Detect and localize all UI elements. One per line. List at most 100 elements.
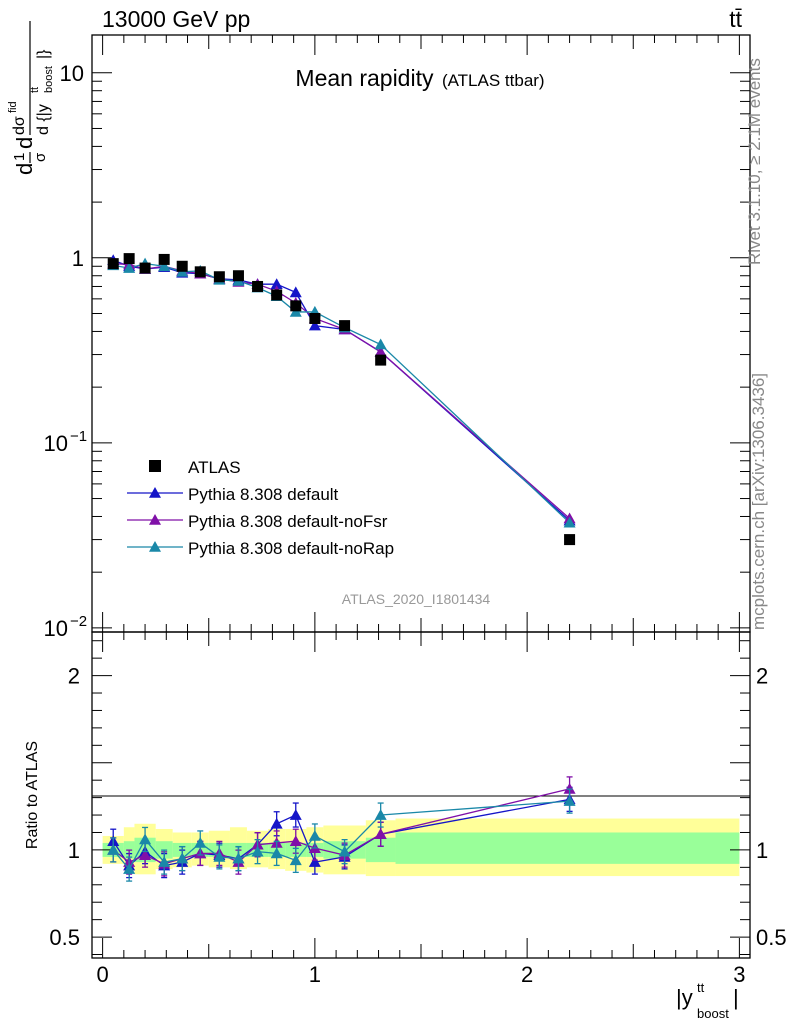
legend-marker (149, 487, 161, 498)
legend-marker (149, 541, 161, 552)
data-point (194, 266, 206, 278)
main-series-line (112, 259, 571, 522)
main-series-point (158, 260, 171, 272)
side-label-rivet: Rivet 3.1.10, ≥ 2.1M events (745, 58, 764, 265)
legend-label: ATLAS (188, 458, 241, 477)
main-y-tick-label: 10 (44, 616, 68, 641)
title-sub: (ATLAS ttbar) (442, 71, 545, 90)
main-ylabel-boost: boost (43, 66, 55, 93)
ratio-y-tick-label-right: 2 (756, 664, 768, 689)
xlabel-tt: tt (697, 980, 705, 995)
ratio-series-point (251, 845, 264, 857)
main-ylabel-tt: tt (29, 87, 41, 93)
main-y-tick-exponent: −2 (70, 613, 87, 630)
data-point (339, 320, 351, 332)
plot-title: Mean rapidity (ATLAS ttbar) (295, 65, 544, 91)
ratio-y-tick-label: 1 (68, 838, 80, 863)
main-ylabel-numerator: dσ (11, 116, 28, 135)
ratio-series-point (289, 854, 302, 866)
main-y-tick-label: 1 (72, 246, 84, 271)
legend-label: Pythia 8.308 default-noFsr (188, 512, 388, 531)
main-y-tick-label: 10 (44, 431, 68, 456)
main-series-point (563, 516, 576, 528)
data-point (232, 270, 244, 282)
legend-label: Pythia 8.308 default-noRap (188, 539, 394, 558)
ratio-series-point (139, 849, 152, 860)
main-ylabel-close: |} (35, 49, 52, 59)
ratio-series-point (107, 843, 120, 855)
band-inner-bin (395, 832, 740, 864)
x-tick-label: 1 (309, 962, 321, 987)
data-point (564, 534, 576, 546)
legend-marker (149, 514, 161, 525)
main-series-line (113, 262, 571, 524)
ratio-series-point (563, 782, 576, 794)
main-ylabel-prefix: d (12, 163, 37, 175)
main-ylabel-fid: fid (7, 101, 19, 113)
ratio-series (107, 776, 576, 882)
main-ylabel-sigma: σ (32, 152, 49, 162)
data-point (271, 289, 283, 301)
header-left: 13000 GeV pp (102, 6, 250, 32)
legend-marker-data (149, 460, 161, 472)
data-point (107, 258, 119, 270)
ratio-y-tick-label: 0.5 (49, 925, 80, 950)
main-series-point (308, 319, 321, 331)
xlabel-boost: boost (697, 1006, 729, 1021)
legend: ATLAS Pythia 8.308 default Pythia 8.308 de… (127, 458, 394, 558)
ratio-series-point (374, 828, 387, 840)
ratio-series-point (308, 829, 321, 841)
x-tick-label: 0 (96, 962, 108, 987)
ratio-series-point (139, 833, 152, 845)
main-ylabel-denominator: d {|y (35, 104, 52, 135)
ratio-series-point (123, 863, 136, 874)
ratio-y-tick-label-right: 1 (756, 838, 768, 863)
x-axis-label: |y tt boost | (676, 980, 739, 1021)
ratio-series-point (270, 847, 283, 859)
main-y-tick-exponent: −1 (70, 428, 87, 445)
main-y-axis-label: d 1 σ d dσ fid d {|y tt boost |} (7, 21, 55, 175)
main-series-point (374, 345, 387, 357)
main-ylabel-one: 1 (11, 153, 28, 161)
main-series-point (270, 278, 283, 290)
ratio-series-point (176, 852, 189, 864)
data-point (213, 271, 225, 283)
x-tick-label: 3 (733, 962, 745, 987)
main-y-tick-label: 10 (60, 61, 84, 86)
ratio-series-point (374, 809, 387, 820)
data-point (290, 300, 302, 312)
main-series (107, 253, 576, 546)
ratio-y-tick-label-right: 0.5 (756, 925, 786, 950)
data-point (123, 253, 135, 265)
ratio-series-point (563, 795, 576, 806)
ratio-y-tick-label: 2 (68, 664, 80, 689)
ratio-y-axis-label: Ratio to ATLAS (24, 741, 41, 849)
main-series-line (113, 262, 571, 519)
ratio-series-point (158, 856, 171, 867)
ratio-panel-frame (91, 631, 751, 959)
ratio-series-point (289, 835, 302, 846)
legend-label: Pythia 8.308 default (188, 485, 339, 504)
ratio-series-point (270, 817, 283, 829)
ratio-series-point (289, 809, 302, 820)
ratio-series-point (232, 852, 245, 864)
data-point (158, 253, 170, 265)
xlabel-open: |y (676, 985, 693, 1010)
data-point (375, 354, 387, 366)
title-main: Mean rapidity (295, 65, 434, 91)
main-series-point (374, 338, 387, 350)
data-point (176, 260, 188, 272)
data-point (309, 312, 321, 324)
main-series-point (123, 262, 136, 273)
x-tick-label: 2 (521, 962, 533, 987)
main-series-point (289, 286, 302, 298)
header-right: tt̄ (729, 6, 742, 32)
data-point (139, 262, 151, 274)
data-point (252, 280, 264, 292)
side-label-mcplots: mcplots.cern.ch [arXiv:1306.3436] (749, 373, 768, 630)
ratio-series-point (213, 850, 226, 862)
analysis-label: ATLAS_2020_I1801434 (342, 591, 491, 607)
xlabel-close: | (733, 985, 739, 1010)
ratio-series-point (338, 845, 351, 857)
